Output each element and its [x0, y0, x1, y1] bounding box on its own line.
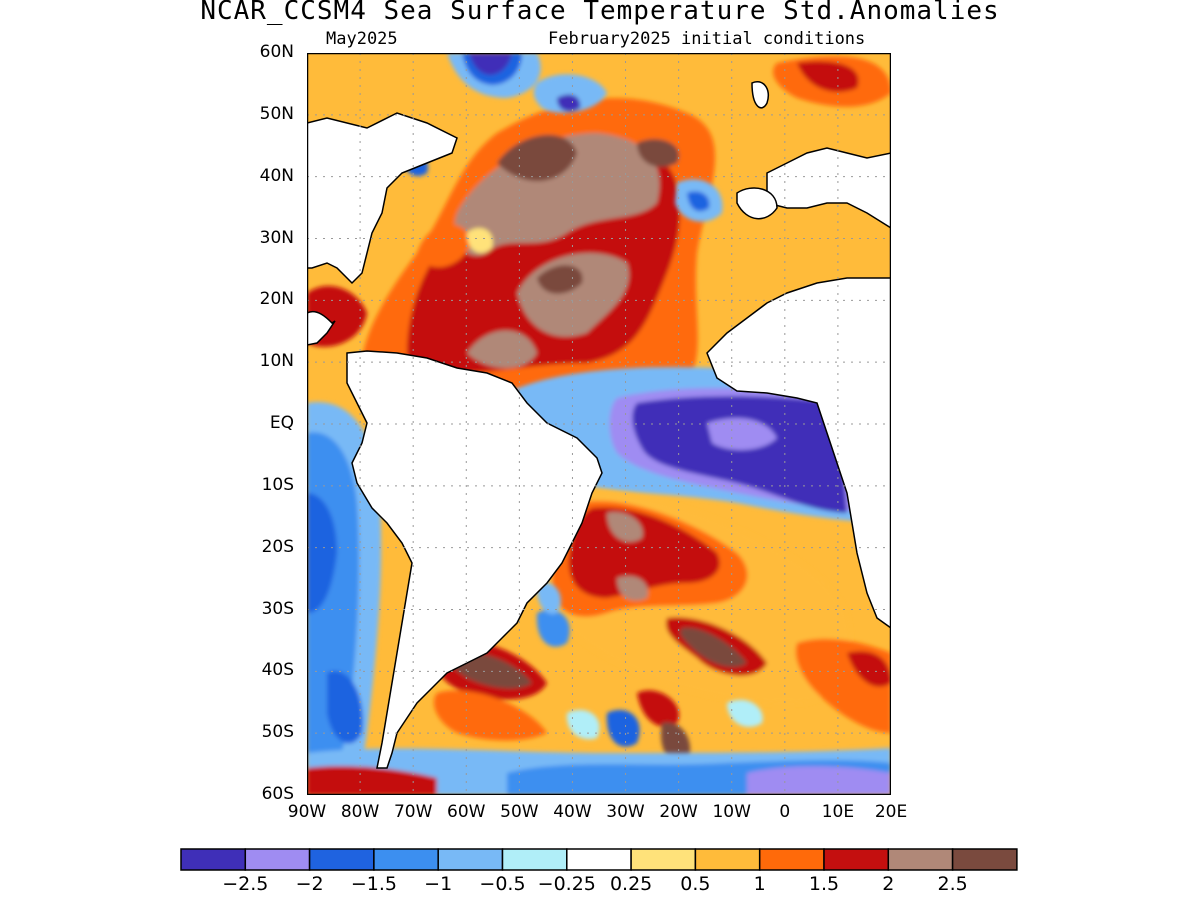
north-atlantic-anomalies — [307, 56, 891, 399]
lon-label: 90W — [287, 802, 327, 822]
lon-label: 40W — [553, 802, 592, 822]
lat-label: 30S — [261, 598, 294, 619]
colorbar-label: −2.5 — [222, 873, 269, 895]
lat-label: 50N — [259, 103, 294, 124]
land-masses — [307, 81, 891, 769]
colorbar-label: −0.5 — [479, 873, 526, 895]
lat-label: 60N — [259, 42, 294, 62]
colorbar-swatch — [694, 848, 761, 871]
map-frame — [306, 52, 892, 796]
europe — [766, 147, 891, 229]
colorbar-label: 1 — [753, 873, 766, 895]
north-atlantic-cool-patches — [402, 53, 723, 222]
colorbar-label: −0.25 — [537, 873, 596, 895]
pacific-and-southern-cool-patches — [307, 402, 891, 795]
colorbar — [180, 848, 1022, 876]
valid-month: May2025 — [326, 29, 398, 49]
lon-label: 20W — [659, 802, 698, 822]
colorbar-swatches — [180, 848, 1018, 871]
colorbar-label: −2 — [295, 873, 324, 895]
lon-label: 70W — [393, 802, 433, 822]
colorbar-swatch — [823, 848, 890, 871]
north-america — [307, 112, 458, 285]
colorbar-swatch — [373, 848, 439, 871]
africa — [706, 277, 891, 629]
central-america — [307, 311, 336, 346]
colorbar-swatch — [758, 848, 825, 871]
colorbar-swatch — [951, 848, 1018, 871]
colorbar-swatch — [887, 848, 954, 871]
iberia — [736, 187, 778, 220]
lat-label: 10S — [261, 474, 294, 495]
lat-label: 20S — [261, 536, 294, 557]
lon-label: 80W — [340, 802, 380, 822]
lon-label: 50W — [500, 802, 539, 822]
lat-label: 40N — [259, 165, 294, 186]
lat-label: 50S — [261, 722, 294, 743]
lat-label: 20N — [259, 289, 294, 310]
colorbar-label: 0.25 — [609, 873, 653, 895]
lat-label: EQ — [269, 413, 294, 433]
map-canvas — [306, 52, 892, 796]
colorbar-swatch — [180, 848, 247, 871]
colorbar-label: 0.5 — [680, 873, 711, 895]
map-gridlines — [307, 53, 891, 795]
lat-label: 10N — [259, 351, 294, 372]
lon-label: 10E — [821, 802, 855, 822]
colorbar-swatch — [308, 848, 375, 871]
lon-label: 30W — [606, 802, 645, 822]
colorbar-swatch — [501, 848, 568, 871]
colorbar-swatch — [244, 848, 311, 871]
lon-label: 10W — [712, 802, 751, 822]
sst-anomaly-map — [306, 52, 892, 796]
initial-conditions: February2025 initial conditions — [548, 29, 866, 49]
equatorial-anomalies — [507, 367, 891, 523]
map-title: NCAR_CCSM4 Sea Surface Temperature Std.A… — [200, 0, 1000, 26]
colorbar-label: −1.5 — [350, 873, 397, 895]
colorbar-label: 2 — [882, 873, 895, 895]
colorbar-swatch — [630, 848, 697, 871]
colorbar-label: −1 — [424, 873, 453, 895]
lon-label: 0 — [779, 802, 791, 822]
lon-label: 20E — [874, 802, 908, 822]
lon-label: 60W — [447, 802, 486, 822]
lat-label: 30N — [259, 227, 294, 248]
colorbar-swatch — [566, 848, 632, 871]
colorbar-label: 1.5 — [808, 873, 840, 895]
colorbar-swatch — [437, 848, 504, 871]
lat-label: 60S — [261, 784, 294, 804]
colorbar-label: 2.5 — [937, 873, 968, 895]
british-isles — [751, 81, 769, 109]
lat-label: 40S — [261, 660, 294, 681]
south-america — [346, 350, 603, 769]
